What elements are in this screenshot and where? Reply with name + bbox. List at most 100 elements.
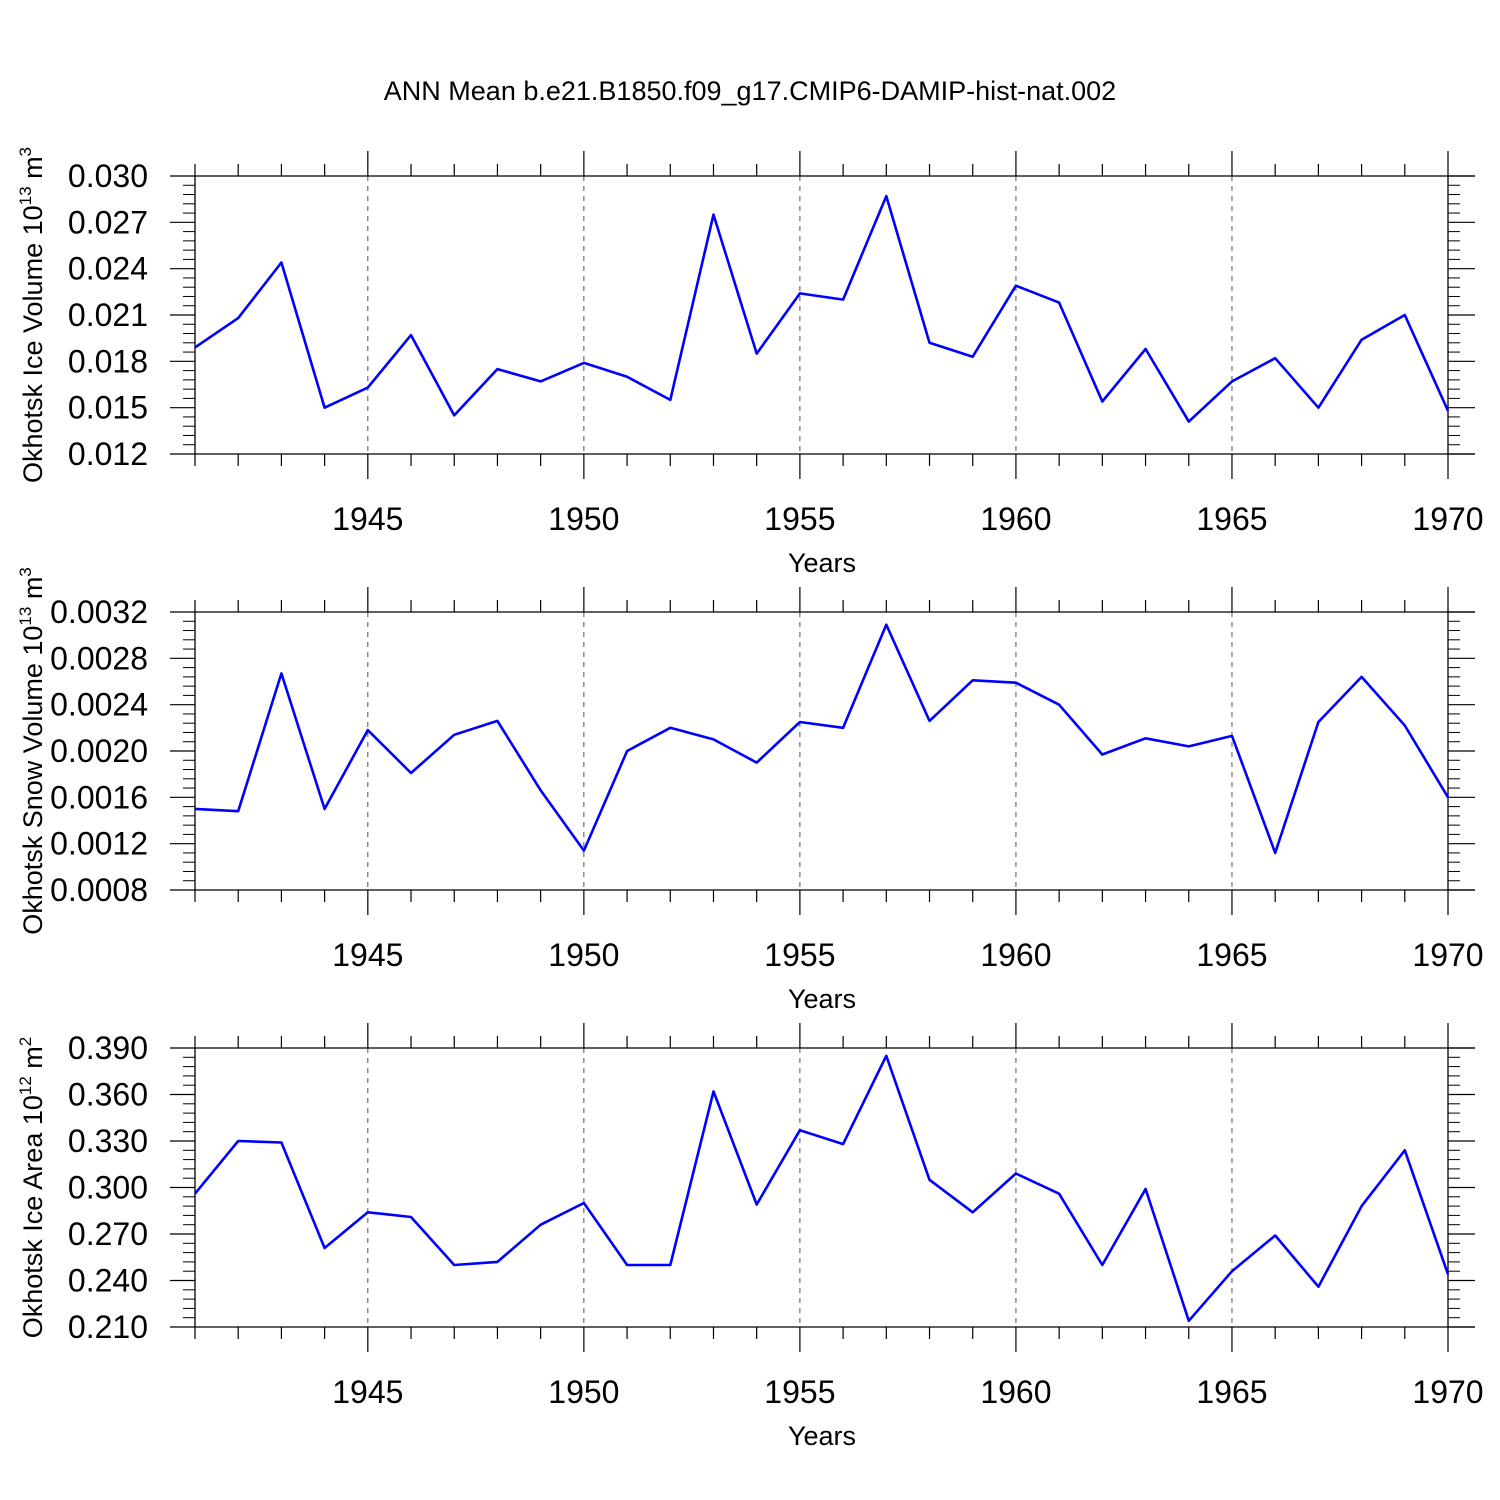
data-point-1954	[755, 352, 759, 356]
x-tick-label: 1965	[1196, 501, 1267, 537]
data-point-1941	[193, 807, 197, 811]
data-point-1960	[1014, 681, 1018, 685]
y-axis-title-name: Okhotsk Snow Volume	[18, 656, 48, 935]
data-point-1963	[1144, 1187, 1148, 1191]
series-line	[194, 623, 1450, 855]
y-axis-title: Okhotsk Ice Area 1012 m2	[16, 1037, 48, 1339]
x-tick-label: 1950	[548, 1374, 619, 1410]
data-point-1947	[452, 413, 456, 417]
x-tick-label: 1965	[1196, 937, 1267, 973]
x-tick-label: 1955	[764, 1374, 835, 1410]
data-point-1965	[1230, 1269, 1234, 1273]
panel-1: 0.012 0.015 0.018 0.021 0.024 0.027 0.030 1945 1…	[16, 147, 1484, 578]
data-point-1966	[1273, 356, 1277, 360]
data-point-1941	[193, 1192, 197, 1196]
data-point-1969	[1403, 724, 1407, 728]
y-axis-title-name: Okhotsk Ice Volume	[18, 235, 48, 483]
data-point-1947	[452, 733, 456, 737]
data-point-1950	[582, 849, 586, 853]
data-point-1969	[1403, 1148, 1407, 1152]
data-point-1944	[323, 406, 327, 410]
data-point-1964	[1187, 1319, 1191, 1323]
y-axis-title-name: Okhotsk Ice Area	[18, 1125, 48, 1338]
y-tick-label: 0.0032	[50, 594, 148, 630]
data-point-1944	[323, 807, 327, 811]
data-point-1943	[279, 671, 283, 675]
data-point-1967	[1316, 406, 1320, 410]
data-point-1956	[841, 1142, 845, 1146]
data-point-1962	[1100, 399, 1104, 403]
data-point-1968	[1360, 338, 1364, 342]
data-point-1952	[668, 726, 672, 730]
y-axis-unit-tail: m	[18, 577, 48, 607]
data-point-1967	[1316, 720, 1320, 724]
data-point-1953	[711, 737, 715, 741]
data-point-1942	[236, 809, 240, 813]
data-point-1965	[1230, 734, 1234, 738]
data-point-1968	[1360, 675, 1364, 679]
data-point-1952	[668, 1263, 672, 1267]
y-axis-unit-tail-exp: 2	[16, 1037, 35, 1046]
y-tick-label: 0.0024	[50, 687, 148, 723]
data-point-1943	[279, 260, 283, 264]
data-point-1945	[366, 1210, 370, 1214]
y-tick-label: 0.210	[68, 1309, 148, 1345]
x-tick-label: 1970	[1412, 1374, 1483, 1410]
data-point-1949	[539, 1223, 543, 1227]
y-axis-unit-base: 10	[18, 626, 48, 656]
data-point-1958	[928, 341, 932, 345]
data-point-1970	[1446, 409, 1450, 413]
y-tick-label: 0.270	[68, 1216, 148, 1252]
data-point-1950	[582, 1201, 586, 1205]
data-point-1961	[1057, 1192, 1061, 1196]
data-point-1952	[668, 398, 672, 402]
data-point-1968	[1360, 1204, 1364, 1208]
x-tick-label: 1945	[332, 937, 403, 973]
data-point-1948	[495, 719, 499, 723]
data-point-1961	[1057, 703, 1061, 707]
x-tick-label: 1945	[332, 1374, 403, 1410]
x-tick-label: 1955	[764, 501, 835, 537]
data-point-1967	[1316, 1285, 1320, 1289]
data-point-1944	[323, 1246, 327, 1250]
x-tick-label: 1960	[980, 937, 1051, 973]
y-axis-unit-tail-exp: 3	[16, 147, 35, 156]
data-point-1943	[279, 1141, 283, 1145]
data-point-1960	[1014, 284, 1018, 288]
panel-2: 0.0008 0.0012 0.0016 0.0020 0.0024 0.0028 0.00…	[16, 567, 1484, 1014]
data-point-1949	[539, 788, 543, 792]
x-tick-label: 1970	[1412, 937, 1483, 973]
x-tick-label: 1970	[1412, 501, 1483, 537]
y-axis-unit-exp: 12	[16, 1076, 35, 1095]
y-axis-title: Okhotsk Ice Volume 1013 m3	[16, 147, 48, 483]
data-point-1949	[539, 379, 543, 383]
data-point-1955	[798, 1128, 802, 1132]
data-point-1970	[1446, 1272, 1450, 1276]
data-point-1959	[971, 1210, 975, 1214]
data-point-1945	[366, 728, 370, 732]
data-point-1942	[236, 1139, 240, 1143]
y-axis-title: Okhotsk Snow Volume 1013 m3	[16, 567, 48, 935]
data-point-1966	[1273, 1234, 1277, 1238]
data-point-1964	[1187, 420, 1191, 424]
data-point-1946	[409, 771, 413, 775]
data-point-1961	[1057, 301, 1061, 305]
x-tick-label: 1950	[548, 501, 619, 537]
x-axis-title: Years	[788, 984, 856, 1014]
y-tick-label: 0.300	[68, 1170, 148, 1206]
data-point-1957	[884, 623, 888, 627]
y-tick-label: 0.330	[68, 1123, 148, 1159]
y-tick-label: 0.390	[68, 1030, 148, 1066]
x-tick-label: 1955	[764, 937, 835, 973]
y-tick-label: 0.360	[68, 1077, 148, 1113]
x-tick-label: 1965	[1196, 1374, 1267, 1410]
data-point-1948	[495, 367, 499, 371]
y-axis-unit-base: 10	[18, 1095, 48, 1125]
y-axis-unit-tail: m	[18, 1046, 48, 1076]
data-point-1951	[625, 375, 629, 379]
data-point-1966	[1273, 851, 1277, 855]
data-point-1946	[409, 333, 413, 337]
data-point-1948	[495, 1260, 499, 1264]
data-point-1956	[841, 726, 845, 730]
y-tick-label: 0.024	[68, 251, 148, 287]
